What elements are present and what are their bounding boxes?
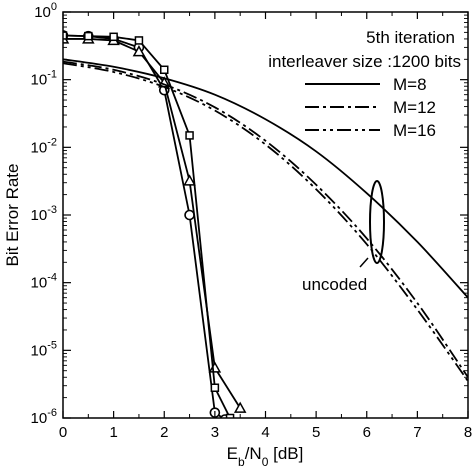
uncoded-label: uncoded [302, 275, 367, 294]
series-m-16 [63, 31, 235, 418]
point-triangle [233, 401, 247, 413]
uncoded-group-ellipse [369, 180, 385, 264]
series-m-8-uncoded [63, 58, 468, 299]
interleaver-label: interleaver size :1200 bits [268, 52, 461, 71]
series-line-m-8 [63, 34, 225, 418]
point-triangle [208, 361, 222, 373]
point-square [63, 31, 68, 40]
series-m-12 [63, 32, 247, 413]
series-m-12-uncoded [63, 60, 468, 378]
x-tick-label: 1 [109, 424, 117, 441]
x-tick-label: 2 [160, 424, 168, 441]
y-tick-label: 10-1 [31, 69, 57, 89]
series-line-m-12-uncoded [63, 60, 468, 378]
x-tick-label: 0 [59, 424, 67, 441]
uncoded-pointer [359, 257, 369, 268]
y-tick-label: 10-5 [31, 339, 57, 359]
point-square [160, 65, 169, 75]
series-line-m-16 [63, 34, 231, 418]
y-tick-label: 10-3 [31, 204, 57, 224]
series-m-16-uncoded [63, 62, 468, 382]
iteration-label: 5th iteration [366, 28, 455, 47]
x-tick-label: 8 [464, 424, 472, 441]
y-tick-label: 10-6 [31, 407, 57, 427]
y-tick-label: 10-2 [31, 136, 57, 156]
legend-label-m12: M=12 [393, 98, 436, 117]
y-tick-label: 10-4 [31, 272, 57, 292]
axis-ticks: 0 1 2 3 4 5 6 7 8 100 10-1 10-2 10-3 10-4 10-5 10-6 [31, 1, 473, 441]
x-tick-label: 4 [261, 424, 269, 441]
point-circle [184, 209, 195, 221]
point-square [84, 31, 93, 41]
x-tick-label: 7 [413, 424, 421, 441]
legend: M=8 M=12 M=16 [305, 75, 436, 140]
series-line-m-8-uncoded [63, 58, 468, 299]
point-square [134, 36, 144, 45]
point-square [225, 413, 235, 418]
x-tick-label: 3 [211, 424, 219, 441]
legend-label-m8: M=8 [393, 75, 427, 94]
series-group [63, 30, 468, 418]
point-triangle [183, 174, 196, 186]
point-square [109, 32, 118, 42]
x-tick-label: 6 [363, 424, 371, 441]
x-axis-title: Eb/N0 [dB] [227, 444, 304, 466]
series-line-m-16-uncoded [63, 62, 468, 382]
point-square [210, 383, 220, 392]
point-square [185, 131, 194, 140]
point-triangle [132, 45, 146, 57]
y-axis-title: Bit Error Rate [3, 164, 22, 267]
legend-label-m16: M=16 [393, 121, 436, 140]
y-tick-label: 100 [34, 1, 57, 21]
x-tick-label: 5 [312, 424, 320, 441]
